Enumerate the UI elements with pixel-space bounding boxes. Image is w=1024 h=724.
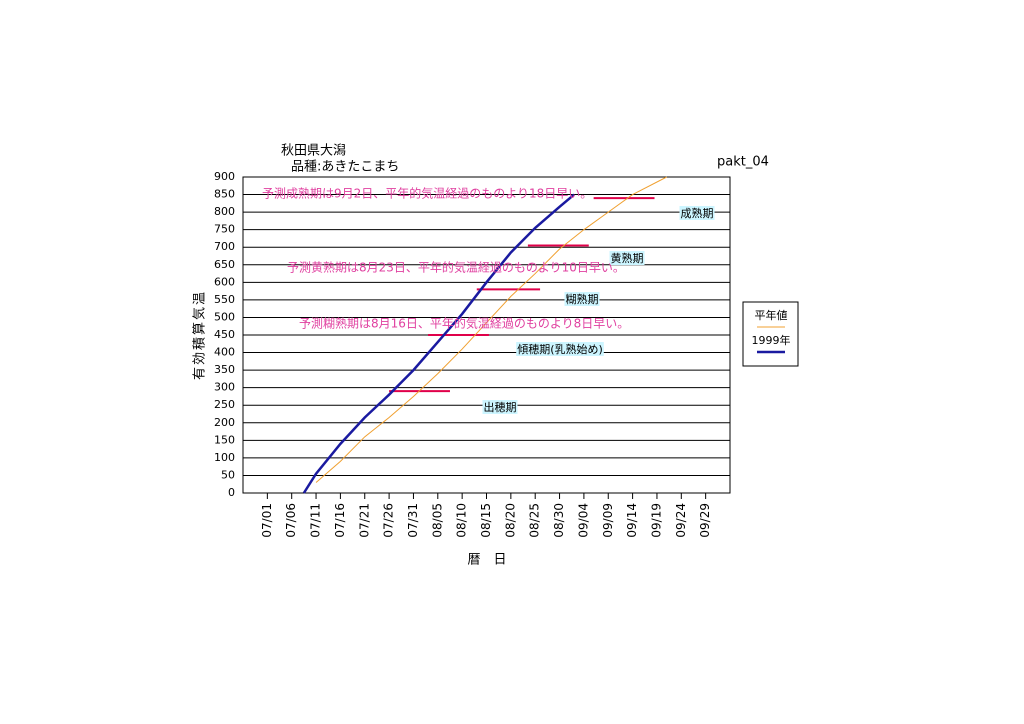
stage-label-bg [516,342,604,356]
x-tick-label: 07/01 [260,503,274,538]
x-tick-label: 07/31 [406,503,420,538]
y-tick-label: 150 [214,433,235,446]
series-line [302,193,575,494]
stage-label: 成熟期 [681,206,714,220]
y-tick-label: 300 [214,381,235,394]
stage-label-bg [609,251,645,265]
y-tick-label: 700 [214,240,235,253]
x-tick-label: 08/25 [528,503,542,538]
x-tick-label: 07/06 [284,503,298,538]
legend-label: 平年値 [755,308,788,322]
chart-code: pakt_04 [717,155,769,170]
y-tick-label: 900 [214,170,235,183]
stage-label: 傾穂期(乳熟始め) [517,342,603,356]
annotation: 予測黄熟期は8月23日、平年的気温経過のものより10日早い。 [287,260,625,275]
y-tick-label: 200 [214,416,235,429]
x-tick-label: 09/29 [698,503,712,538]
x-tick-label: 08/15 [479,503,493,538]
y-tick-label: 850 [214,188,235,201]
x-tick-label: 07/21 [357,503,371,538]
series-line [315,176,667,483]
x-tick-label: 08/10 [455,503,469,538]
y-tick-label: 800 [214,205,235,218]
y-tick-label: 650 [214,258,235,271]
x-tick-label: 07/16 [333,503,347,538]
chart-title: 秋田県大潟 [281,144,346,159]
legend-box [742,301,799,367]
x-tick-label: 09/09 [601,503,615,538]
stage-label-bg [679,206,715,220]
x-tick-label: 07/11 [309,503,323,538]
y-tick-label: 500 [214,310,235,323]
x-tick-label: 09/04 [576,503,590,538]
annotation: 予測糊熟期は8月16日、平年的気温経過のものより8日早い。 [299,316,629,331]
y-axis-label: 有効積算気温 [192,290,208,380]
y-tick-label: 400 [214,346,235,359]
annotation: 予測成熟期は9月2日、平年的気温経過のものより18日早い。 [262,186,592,201]
y-tick-label: 450 [214,328,235,341]
x-tick-label: 09/24 [674,503,688,538]
x-tick-label: 08/20 [503,503,517,538]
x-tick-label: 08/30 [552,503,566,538]
y-tick-label: 750 [214,223,235,236]
x-tick-label: 07/26 [382,503,396,538]
stage-label-bg [482,400,518,414]
y-tick-label: 0 [228,486,235,499]
x-tick-label: 08/05 [430,503,444,538]
stage-label: 糊熟期 [566,292,599,306]
stage-label: 出穂期 [484,400,517,414]
stage-label-bg [564,292,600,306]
chart-subtitle: 品種:あきたこまち [291,159,399,175]
legend-label: 1999年 [752,333,791,347]
stage-label: 黄熟期 [611,251,644,265]
x-tick-label: 09/14 [625,503,639,538]
y-tick-label: 350 [214,363,235,376]
y-tick-label: 50 [221,468,235,481]
y-tick-label: 250 [214,398,235,411]
x-axis-label: 暦 日 [467,553,506,568]
y-tick-label: 550 [214,293,235,306]
y-tick-label: 100 [214,451,235,464]
y-tick-label: 600 [214,275,235,288]
x-tick-label: 09/19 [649,503,663,538]
